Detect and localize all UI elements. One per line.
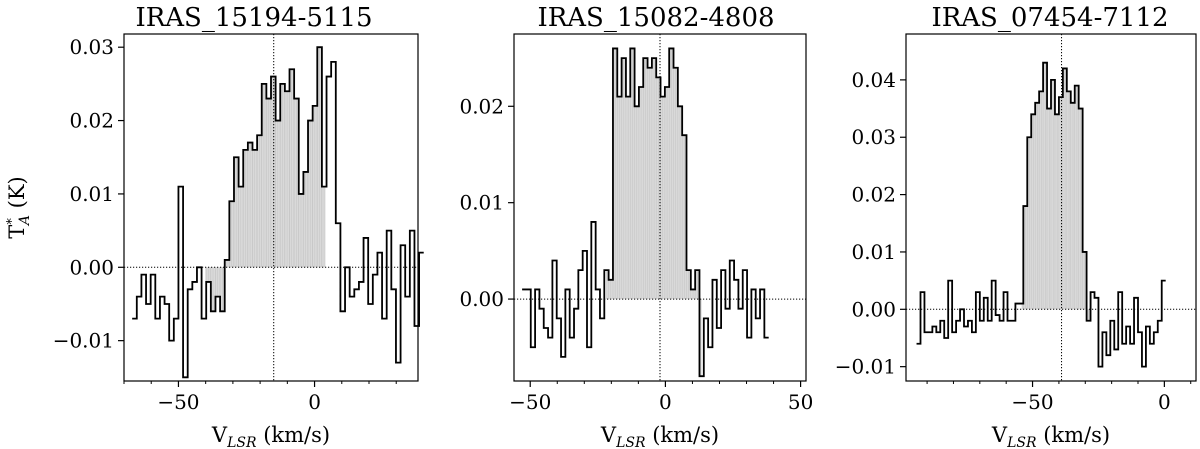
plot-frame (123, 33, 419, 382)
y-tick-label: 0.04 (851, 68, 896, 92)
y-tick-label: 0.03 (851, 125, 896, 149)
x-tick-label: −50 (509, 390, 551, 414)
y-tick-label: 0.00 (459, 287, 504, 311)
spectrum-line (522, 47, 769, 378)
x-tick-label: 0 (308, 390, 321, 414)
y-tick-label: 0.03 (69, 35, 114, 59)
y-axis-label: T*A (K) (5, 176, 33, 238)
x-axis-label: VLSR (km/s) (600, 423, 719, 449)
x-tick-label: 0 (1158, 390, 1171, 414)
panel-title: IRAS_15194-5115 (135, 3, 372, 33)
panel-title: IRAS_15082-4808 (537, 3, 774, 33)
y-tick-label: 0.02 (851, 183, 896, 207)
spectrum-line (916, 61, 1166, 368)
x-tick-label: 0 (659, 390, 672, 414)
y-tick-label: 0.00 (851, 297, 896, 321)
y-axis-label-text: T*A (K) (5, 176, 33, 238)
y-tick-label: 0.01 (459, 191, 504, 215)
y-tick-label: 0.01 (851, 240, 896, 264)
x-axis-label: VLSR (km/s) (211, 423, 330, 449)
spectrum-line (132, 46, 424, 379)
y-tick-label: −0.01 (53, 329, 114, 353)
y-tick-label: −0.01 (835, 355, 896, 379)
panel-title: IRAS_07454-7112 (931, 3, 1168, 33)
x-axis-label: VLSR (km/s) (991, 423, 1110, 449)
x-tick-label: −50 (157, 390, 199, 414)
y-tick-label: 0.00 (69, 255, 114, 279)
y-tick-label: 0.02 (69, 109, 114, 133)
plot-frame (905, 33, 1197, 382)
x-tick-label: −50 (1011, 390, 1053, 414)
y-tick-label: 0.02 (459, 94, 504, 118)
x-tick-label: 50 (788, 390, 813, 414)
plot-frame (513, 33, 807, 382)
panel-iras-15194-5115: IRAS_15194-5115 −50 0 −0.01 0.00 0.01 0.02 0.0… (5, 3, 424, 449)
y-tick-label: 0.01 (69, 182, 114, 206)
shaded-line-region (205, 47, 326, 319)
panel-iras-07454-7112: IRAS_07454-7112 −50 0 −0.01 0.00 0.01 0.02 0.0… (835, 3, 1197, 449)
panel-iras-15082-4808: IRAS_15082-4808 −50 0 50 0.00 0.01 0.02 VLSR (… (459, 3, 813, 449)
